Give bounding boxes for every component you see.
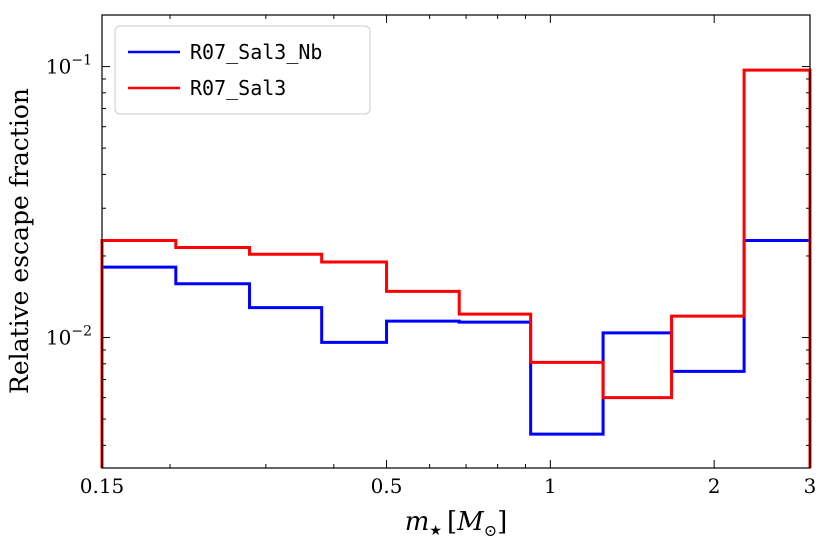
y-tick-label: 10−1 (46, 53, 92, 79)
legend-label-r07-sal3: R07_Sal3 (190, 76, 286, 100)
x-tick-label: 3 (804, 474, 817, 498)
ticks: 0.15 0.5 1 2 3 10−2 10−1 (46, 15, 816, 498)
x-tick-label: 2 (708, 474, 721, 498)
x-tick-label: 0.5 (371, 474, 403, 498)
series-step-r07-sal3-nb (100, 239, 812, 468)
axes-frame (101, 14, 811, 469)
y-axis-label: Relative escape fraction (5, 88, 34, 394)
x-tick-label: 0.15 (80, 474, 125, 498)
legend-box (114, 25, 371, 115)
x-axis-label: m★ [M⊙] (405, 507, 508, 540)
x-tick-label: 1 (544, 474, 557, 498)
legend: R07_Sal3_Nb R07_Sal3 (114, 25, 371, 115)
series-step-r07-sal3 (100, 68, 812, 468)
plot-area (100, 68, 812, 468)
y-tick-label: 10−2 (46, 324, 92, 350)
legend-label-r07-sal3-nb: R07_Sal3_Nb (190, 40, 322, 64)
